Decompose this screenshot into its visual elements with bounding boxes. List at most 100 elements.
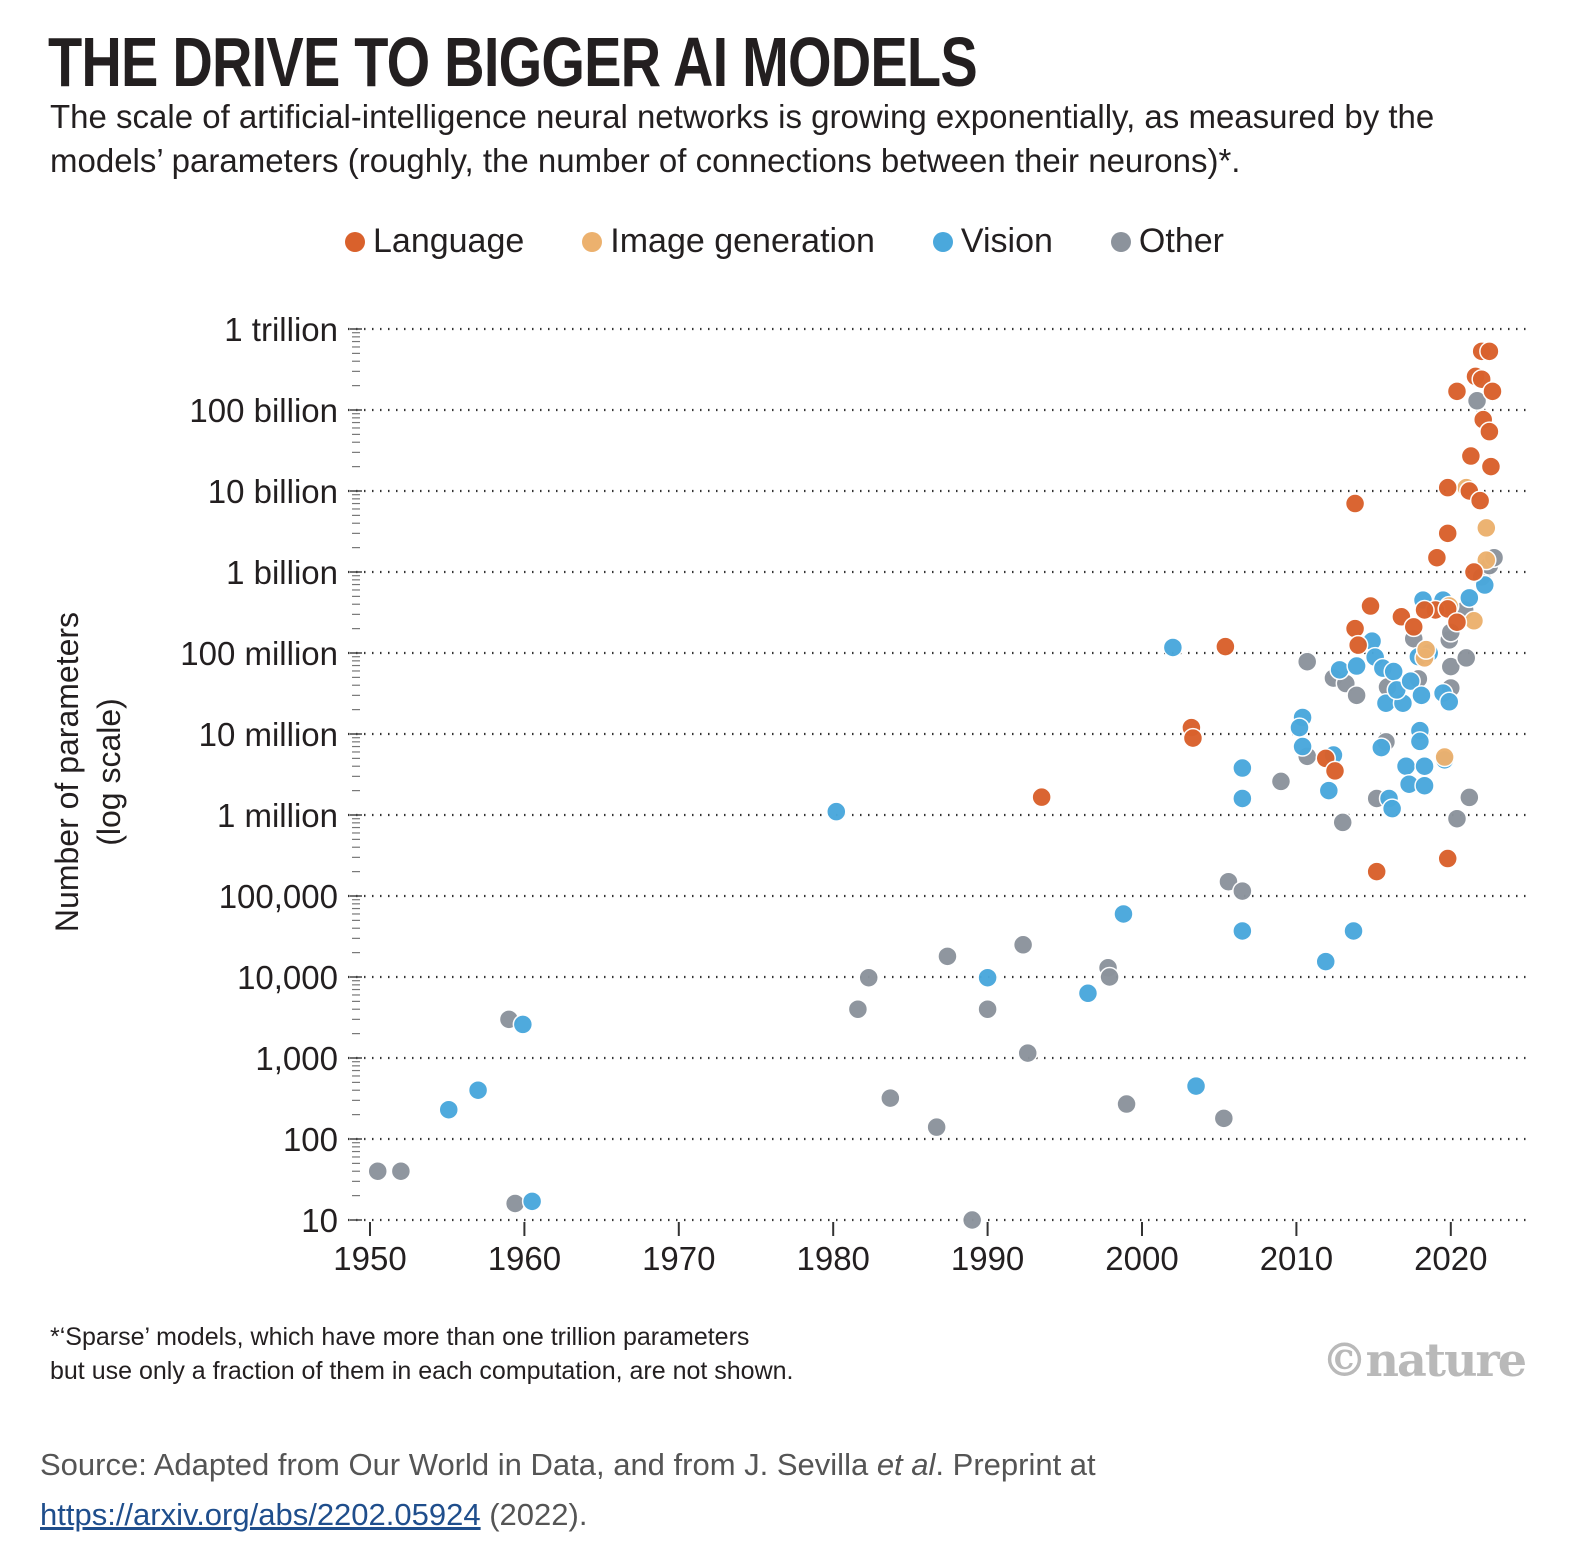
point-other	[390, 1160, 412, 1182]
point-vision	[1318, 780, 1340, 801]
source-etal: et al	[876, 1447, 936, 1482]
point-other	[1116, 1093, 1137, 1115]
y-tick-label: 100 million	[180, 635, 338, 672]
y-tick-label: 100 billion	[189, 392, 338, 429]
point-other	[1446, 808, 1468, 829]
legend-item-language: Language	[345, 222, 524, 261]
point-language	[1344, 618, 1366, 639]
legend-dot	[345, 231, 365, 252]
point-other	[1466, 390, 1488, 412]
source-suffix: (2022).	[480, 1497, 588, 1532]
scatter-plot: 10 100 1,000 10,000 100,000 1 million 10 milli…	[49, 311, 1528, 1277]
point-vision	[1162, 637, 1184, 658]
source-prefix: Source: Adapted from Our World in Data, …	[40, 1447, 877, 1482]
point-vision	[1329, 659, 1350, 681]
x-tick-label: 1980	[796, 1240, 869, 1277]
point-vision	[1343, 920, 1364, 942]
point-vision	[1292, 736, 1313, 757]
legend-item-image-generation: Image generation	[582, 222, 875, 261]
point-image-generation	[1434, 746, 1455, 768]
point-language	[1403, 616, 1424, 638]
point-vision	[467, 1079, 489, 1101]
y-tick-label: 10 billion	[208, 473, 338, 510]
point-other	[858, 967, 879, 988]
point-other	[1270, 771, 1292, 792]
point-language	[1347, 634, 1369, 656]
point-vision	[1232, 788, 1253, 809]
point-vision	[826, 801, 847, 822]
point-vision	[1411, 685, 1432, 706]
point-other	[1459, 787, 1480, 808]
y-tick-label: 10	[301, 1202, 338, 1239]
point-language	[1437, 523, 1458, 544]
point-vision	[1232, 757, 1253, 779]
point-other	[880, 1087, 901, 1109]
point-vision	[1077, 983, 1099, 1004]
point-other	[504, 1193, 526, 1214]
y-axis-label: Number of parameters (log scale)	[49, 612, 127, 932]
legend-dot	[582, 231, 603, 252]
point-other	[926, 1116, 947, 1138]
point-image-generation	[1415, 639, 1437, 660]
point-vision	[438, 1099, 459, 1120]
y-tick-label: 10,000	[237, 959, 338, 996]
point-other	[1232, 880, 1253, 902]
legend-dot	[932, 231, 953, 252]
y-tick-label: 100,000	[219, 878, 338, 915]
source-link[interactable]: https://arxiv.org/abs/2202.05924	[40, 1497, 481, 1532]
point-language	[1215, 636, 1236, 657]
point-image-generation	[1463, 610, 1485, 632]
point-language	[1182, 727, 1204, 749]
x-tick-label: 1990	[951, 1240, 1024, 1277]
point-other	[961, 1209, 983, 1231]
point-vision	[1459, 587, 1480, 609]
x-tick-label: 1960	[488, 1240, 561, 1277]
footnote-line: but use only a fraction of them in each …	[50, 1357, 794, 1385]
point-language	[1463, 561, 1485, 583]
point-vision	[977, 967, 998, 988]
legend-item-vision: Vision	[932, 222, 1053, 261]
point-vision	[1474, 574, 1496, 596]
point-other	[1017, 1042, 1038, 1064]
point-vision	[1414, 775, 1435, 796]
point-language	[1460, 445, 1482, 467]
point-language	[1437, 848, 1458, 869]
point-other	[1213, 1108, 1235, 1129]
y-tick-label: 1 billion	[226, 554, 338, 591]
point-language	[1479, 421, 1500, 442]
point-vision	[1400, 670, 1421, 692]
point-language	[1437, 477, 1458, 498]
point-other	[1099, 966, 1120, 988]
point-other	[1346, 685, 1367, 706]
legend: Language Image generation Vision Other	[345, 222, 1224, 261]
point-language	[1480, 456, 1502, 477]
point-vision	[521, 1191, 543, 1212]
x-tick-label: 2000	[1105, 1240, 1178, 1277]
point-language	[1482, 381, 1503, 402]
legend-label: Image generation	[610, 222, 875, 260]
footnote-line: *‘Sparse’ models, which have more than o…	[50, 1323, 750, 1351]
source-middle: . Preprint at	[935, 1447, 1096, 1482]
y-tick-label: 1,000	[255, 1040, 338, 1077]
point-image-generation	[1476, 549, 1497, 571]
point-language	[1031, 786, 1052, 808]
point-vision	[1381, 798, 1403, 819]
point-language	[1426, 547, 1448, 568]
y-tick-label: 1 trillion	[224, 311, 338, 348]
x-tick-label: 2020	[1414, 1240, 1487, 1277]
point-language	[1344, 493, 1366, 514]
point-language	[1469, 490, 1491, 511]
point-other	[937, 946, 958, 967]
point-vision	[1414, 755, 1435, 777]
y-tick-label: 1 million	[217, 797, 338, 834]
point-language	[1414, 599, 1435, 621]
point-language	[1446, 611, 1468, 633]
x-tick-label: 2010	[1260, 1240, 1333, 1277]
point-vision	[1346, 655, 1367, 677]
point-other	[1296, 651, 1318, 672]
point-vision	[512, 1014, 534, 1035]
x-tick-label: 1950	[333, 1240, 406, 1277]
point-image-generation	[1476, 517, 1497, 539]
point-vision	[1371, 737, 1392, 758]
y-axis-label-line1: Number of parameters	[49, 612, 85, 932]
